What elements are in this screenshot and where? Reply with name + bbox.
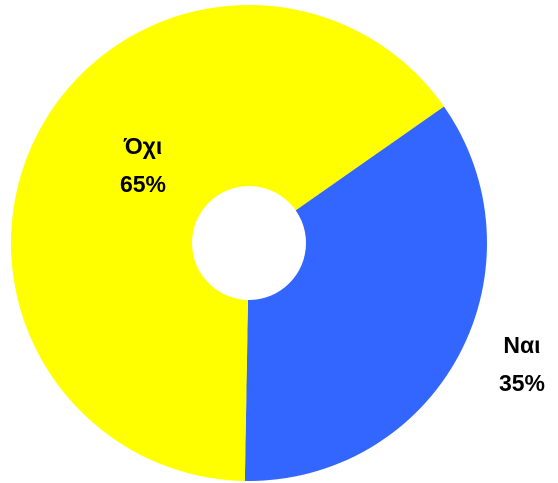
pie-slice-nai (244, 106, 487, 481)
donut-hole (192, 186, 306, 300)
slice-label-nai: Ναι 35% (499, 332, 545, 396)
slice-label-ochi-name: Όχι (123, 133, 163, 159)
slice-label-ochi: Όχι 65% (120, 133, 166, 197)
slice-label-ochi-percent: 65% (120, 171, 166, 197)
slice-label-nai-percent: 35% (499, 370, 545, 396)
slice-label-nai-name: Ναι (503, 332, 540, 358)
